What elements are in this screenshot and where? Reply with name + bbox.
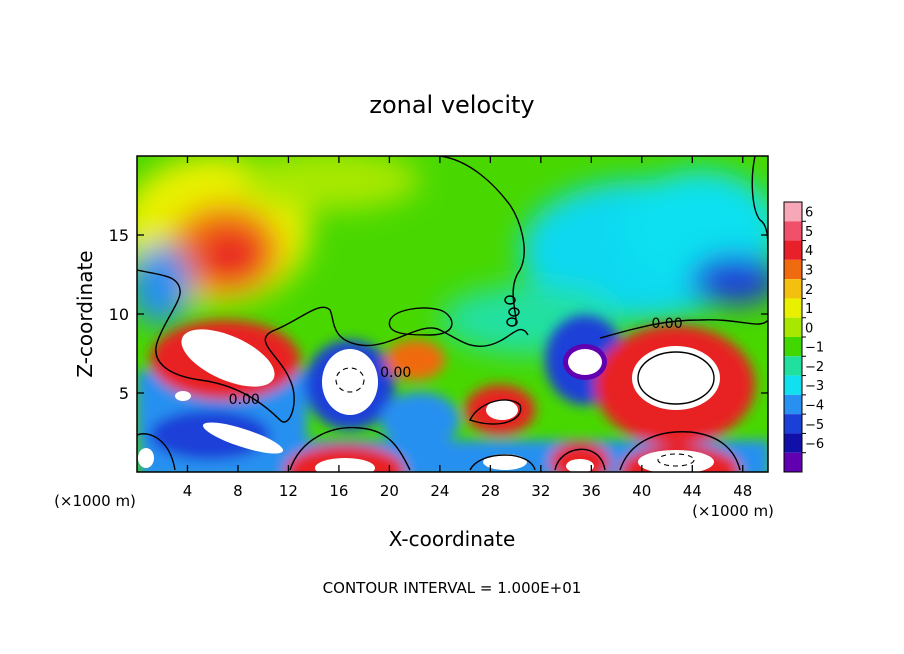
x-tick-label: 8 bbox=[233, 482, 243, 500]
x-tick-label: 24 bbox=[430, 482, 449, 500]
colorbar-swatch bbox=[784, 394, 802, 415]
x-tick-label: 40 bbox=[632, 482, 651, 500]
colorbar-label: −1 bbox=[805, 341, 824, 356]
colorbar-label: 5 bbox=[805, 225, 813, 240]
colorbar-label: −6 bbox=[805, 437, 824, 452]
colorbar-swatch bbox=[784, 317, 802, 337]
y-axis: 5 10 15 bbox=[109, 226, 768, 403]
colorbar: 6 5 4 3 2 1 0 −1 −2 −3 −4 −5 −6 bbox=[783, 201, 824, 473]
contour-labels: 0.00 0.00 0.00 bbox=[229, 316, 683, 408]
colorbar-label: −5 bbox=[805, 418, 824, 433]
colorbar-label: 2 bbox=[805, 283, 813, 298]
colorbar-swatch bbox=[784, 202, 802, 222]
x-unit-left: (×1000 m) bbox=[54, 492, 136, 510]
x-axis: 4 8 12 16 20 24 28 32 36 40 44 48 bbox=[183, 156, 752, 500]
x-tick-label: 44 bbox=[683, 482, 702, 500]
x-tick-label: 4 bbox=[183, 482, 193, 500]
colorbar-swatch bbox=[784, 375, 802, 395]
contour-label: 0.00 bbox=[380, 365, 411, 381]
x-tick-label: 28 bbox=[481, 482, 500, 500]
x-axis-label: X-coordinate bbox=[389, 527, 516, 551]
x-tick-label: 16 bbox=[329, 482, 348, 500]
colorbar-label: −4 bbox=[805, 398, 824, 413]
contour-label: 0.00 bbox=[229, 392, 260, 408]
colorbar-swatch bbox=[784, 452, 802, 472]
heatmap-field bbox=[137, 156, 768, 472]
colorbar-swatch bbox=[784, 279, 802, 299]
colorbar-label: −2 bbox=[805, 360, 824, 375]
x-tick-label: 36 bbox=[582, 482, 601, 500]
colorbar-swatch bbox=[784, 259, 802, 280]
x-tick-label: 12 bbox=[279, 482, 298, 500]
y-tick-label: 10 bbox=[109, 305, 129, 324]
colorbar-label: 0 bbox=[805, 321, 813, 336]
colorbar-swatch bbox=[784, 337, 802, 357]
x-tick-label: 20 bbox=[380, 482, 399, 500]
y-tick-label: 15 bbox=[109, 226, 129, 245]
colorbar-swatch bbox=[784, 221, 802, 241]
colorbar-label: −3 bbox=[805, 379, 824, 394]
x-unit-right: (×1000 m) bbox=[692, 502, 774, 520]
x-tick-label: 32 bbox=[531, 482, 550, 500]
y-axis-label: Z-coordinate bbox=[73, 250, 97, 377]
colorbar-swatch bbox=[784, 414, 802, 434]
colorbar-swatch bbox=[784, 433, 802, 453]
colorbar-swatch bbox=[784, 298, 802, 318]
colorbar-swatch bbox=[784, 356, 802, 376]
contour-label: 0.00 bbox=[651, 316, 682, 332]
contour-interval-footer: CONTOUR INTERVAL = 1.000E+01 bbox=[323, 579, 582, 597]
colorbar-label: 3 bbox=[805, 263, 813, 278]
y-tick-label: 5 bbox=[119, 384, 129, 403]
chart-title: zonal velocity bbox=[369, 91, 534, 119]
colorbar-swatch bbox=[784, 240, 802, 260]
x-tick-label: 48 bbox=[733, 482, 752, 500]
colorbar-label: 1 bbox=[805, 302, 813, 317]
colorbar-label: 6 bbox=[805, 206, 813, 221]
colorbar-label: 4 bbox=[805, 244, 813, 259]
